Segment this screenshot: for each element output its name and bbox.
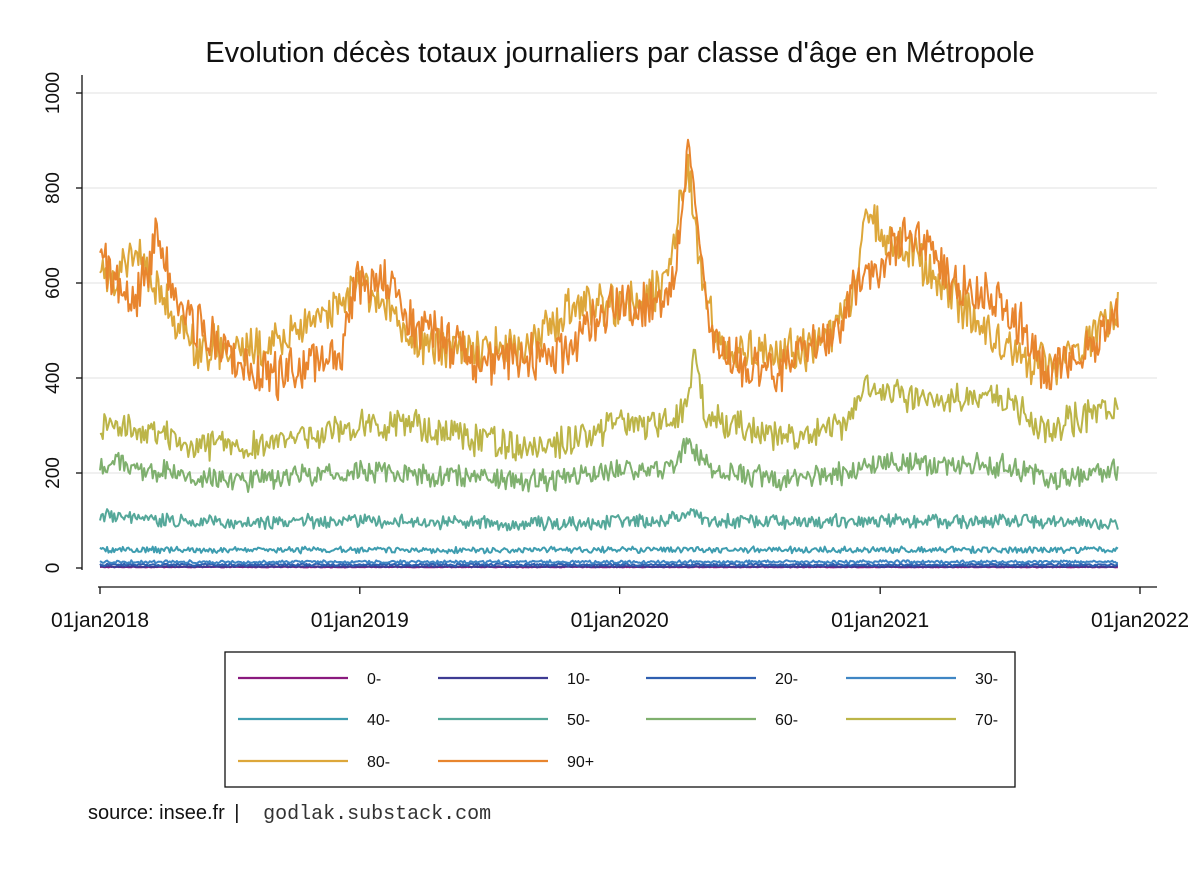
footer-separator: | xyxy=(234,802,240,824)
legend-label-6: 60- xyxy=(775,712,798,729)
axis-layer: 0 200 400 600 800 1000 01jan2018 01jan2019 01jan… xyxy=(43,72,1188,632)
grid-layer xyxy=(82,92,1157,474)
x-tick-label-1: 01jan2019 xyxy=(311,609,409,632)
series-line-6 xyxy=(99,437,1119,493)
source-label: source: insee.fr xyxy=(88,802,225,824)
series-line-1 xyxy=(99,564,1118,569)
legend-label-8: 80- xyxy=(367,754,390,771)
x-tick-label-3: 01jan2021 xyxy=(831,609,929,632)
y-tick-label-600: 600 xyxy=(43,267,64,299)
series-line-8 xyxy=(99,153,1119,386)
series-line-7 xyxy=(99,348,1119,462)
series-line-5 xyxy=(99,508,1119,532)
legend: 0- 10- 20- 30- 40- 50- 60- 70- 80- 90+ xyxy=(224,651,1016,788)
x-tick-label-4: 01jan2022 xyxy=(1091,609,1188,632)
legend-label-1: 10- xyxy=(567,671,590,688)
site-label: godlak.substack.com xyxy=(263,803,492,826)
x-tick-label-0: 01jan2018 xyxy=(51,609,149,632)
series-line-4 xyxy=(99,545,1119,555)
legend-label-2: 20- xyxy=(775,671,798,688)
legend-label-3: 30- xyxy=(975,671,998,688)
y-tick-label-1000: 1000 xyxy=(43,72,64,114)
legend-label-7: 70- xyxy=(975,712,998,729)
y-tick-label-0: 0 xyxy=(43,563,64,574)
footer: source: insee.fr | godlak.substack.com xyxy=(88,802,491,826)
x-tick-label-2: 01jan2020 xyxy=(571,609,669,632)
legend-label-4: 40- xyxy=(367,712,390,729)
legend-label-9: 90+ xyxy=(567,754,594,771)
chart-title: Evolution décès totaux journaliers par c… xyxy=(205,37,1034,69)
series-line-2 xyxy=(99,562,1118,567)
y-tick-label-200: 200 xyxy=(43,457,64,489)
series-line-9 xyxy=(99,138,1119,402)
series-layer xyxy=(99,138,1119,569)
legend-label-0: 0- xyxy=(367,671,381,688)
legend-label-5: 50- xyxy=(567,712,590,729)
series-line-3 xyxy=(99,559,1119,565)
y-tick-label-400: 400 xyxy=(43,362,64,394)
y-tick-label-800: 800 xyxy=(43,172,64,204)
